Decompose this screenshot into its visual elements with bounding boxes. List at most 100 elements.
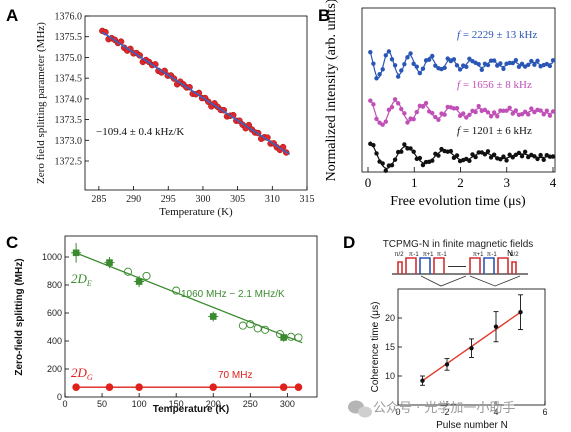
pulse-label: -1: [491, 252, 497, 258]
series-data-point: [544, 108, 550, 113]
series-data-point: [417, 70, 423, 76]
series-data-point: [389, 104, 395, 110]
plot-c-series-label-2dg: 2DG: [71, 365, 93, 382]
series-data-point: [476, 103, 481, 109]
series-data-point: [501, 66, 506, 71]
pulse-label: π: [423, 252, 427, 258]
series-data-point: [399, 149, 404, 154]
series-data-point: [482, 152, 488, 157]
series-data-point: [510, 155, 515, 160]
series-data-point: [529, 58, 534, 64]
wechat-icon: [348, 400, 372, 418]
series-data-point: [436, 153, 441, 158]
series-data-point: [430, 158, 435, 163]
series-data-point: [420, 162, 426, 168]
series-data-point: [491, 110, 497, 115]
pulse-label: +1: [427, 252, 435, 258]
series-data-point: [368, 49, 373, 55]
series-data-point: [464, 64, 469, 70]
series-data-point: [399, 68, 404, 73]
series-data-point: [464, 115, 469, 120]
series-data-point: [405, 120, 410, 125]
series-data-point: [535, 156, 540, 162]
series-data-point: [392, 63, 398, 68]
series-data-point: [541, 157, 546, 162]
series-data-point: [414, 64, 419, 69]
panel-c: C 0 200 400 600 800 1000 0 50 100 150 200 250 300 1…: [6, 233, 318, 415]
xtick-label: 2: [444, 407, 449, 417]
ytick-label: 1375.0: [55, 53, 83, 64]
series-data-point: [454, 153, 460, 158]
series-data-point: [501, 108, 506, 113]
series-data-point: [501, 154, 506, 159]
panel-label-c: C: [6, 233, 18, 252]
plot-b-series: [368, 49, 556, 173]
series-data-point: [532, 62, 537, 67]
xtick-label: 315: [300, 194, 315, 205]
pulse-sequence-diagram: π/2 π -1 π +1 π -1 π +1 π -1 π/2 N: [392, 249, 528, 287]
data-point-2dg: [72, 383, 80, 392]
series-data-point: [389, 163, 395, 168]
series-data-point: [495, 114, 500, 119]
pulse-label: π: [409, 252, 413, 258]
plot-c-frame: [64, 235, 318, 398]
pulse-label: π: [487, 252, 491, 258]
data-point-open: [294, 333, 303, 342]
plot-c-series-label-2de: 2DE: [71, 271, 92, 288]
plot-b-ylabel: Normalized intensity (arb. units): [324, 0, 339, 181]
xtick-label: 2: [457, 175, 464, 190]
plot-a-frame: [84, 15, 308, 191]
series-data-point: [491, 152, 497, 157]
data-point-2dg: [135, 383, 143, 392]
series-data-point: [433, 114, 438, 120]
data-point: [444, 362, 450, 367]
series-data-point: [488, 155, 494, 160]
xtick-label: 0: [365, 175, 372, 190]
ytick-label: 800: [47, 280, 62, 290]
series-data-point: [541, 112, 546, 117]
pulse-label: π/2: [394, 252, 404, 258]
series-data-point: [371, 102, 376, 107]
data-point-open: [261, 325, 270, 334]
series-data-point: [454, 63, 460, 68]
plot-c-points: [71, 243, 303, 392]
series-data-point: [513, 58, 519, 63]
series-data-point: [411, 149, 416, 154]
series-data-point: [522, 149, 528, 155]
series-data-point: [399, 106, 404, 112]
series-data-point: [430, 53, 435, 59]
xtick-label: 50: [97, 399, 107, 409]
plot-d-title: TCPMG-N in finite magnetic fields: [383, 239, 534, 250]
series-data-point: [467, 158, 472, 164]
plot-b-xticks: 0 1 2 3 4: [365, 167, 557, 190]
panel-label-d: D: [343, 233, 355, 252]
series-data-point: [454, 105, 460, 111]
series-data-point: [526, 112, 531, 117]
data-point-2dg: [209, 383, 218, 392]
series-data-point: [402, 142, 407, 147]
series-data-point: [504, 158, 509, 163]
series-data-point: [380, 161, 385, 166]
series-data-point: [488, 114, 494, 119]
series-data-point: [516, 150, 522, 156]
series-data-point: [442, 65, 447, 71]
series-data-point: [383, 53, 388, 58]
series-data-point: [408, 146, 413, 151]
series-data-point: [423, 100, 429, 106]
series-data-point: [411, 61, 416, 67]
series-data-point: [371, 61, 376, 66]
xtick-label: 0: [395, 407, 400, 417]
series-data-point: [485, 149, 491, 154]
ytick-label: 600: [47, 308, 62, 318]
plot-d-xlabel: Pulse number N: [436, 420, 508, 431]
xtick-label: 250: [243, 399, 258, 409]
plot-a-xticks: 285 290 295 300 305 310 315: [91, 186, 315, 205]
xtick-label: 300: [280, 399, 295, 409]
data-point: [420, 378, 425, 383]
plot-c-ylabel: Zero-field splitting (MHz): [14, 258, 25, 375]
plot-a-fit-line: [101, 31, 291, 156]
series-data-point: [510, 111, 515, 116]
data-point-filled: [135, 278, 143, 285]
series-data-point: [377, 120, 382, 125]
